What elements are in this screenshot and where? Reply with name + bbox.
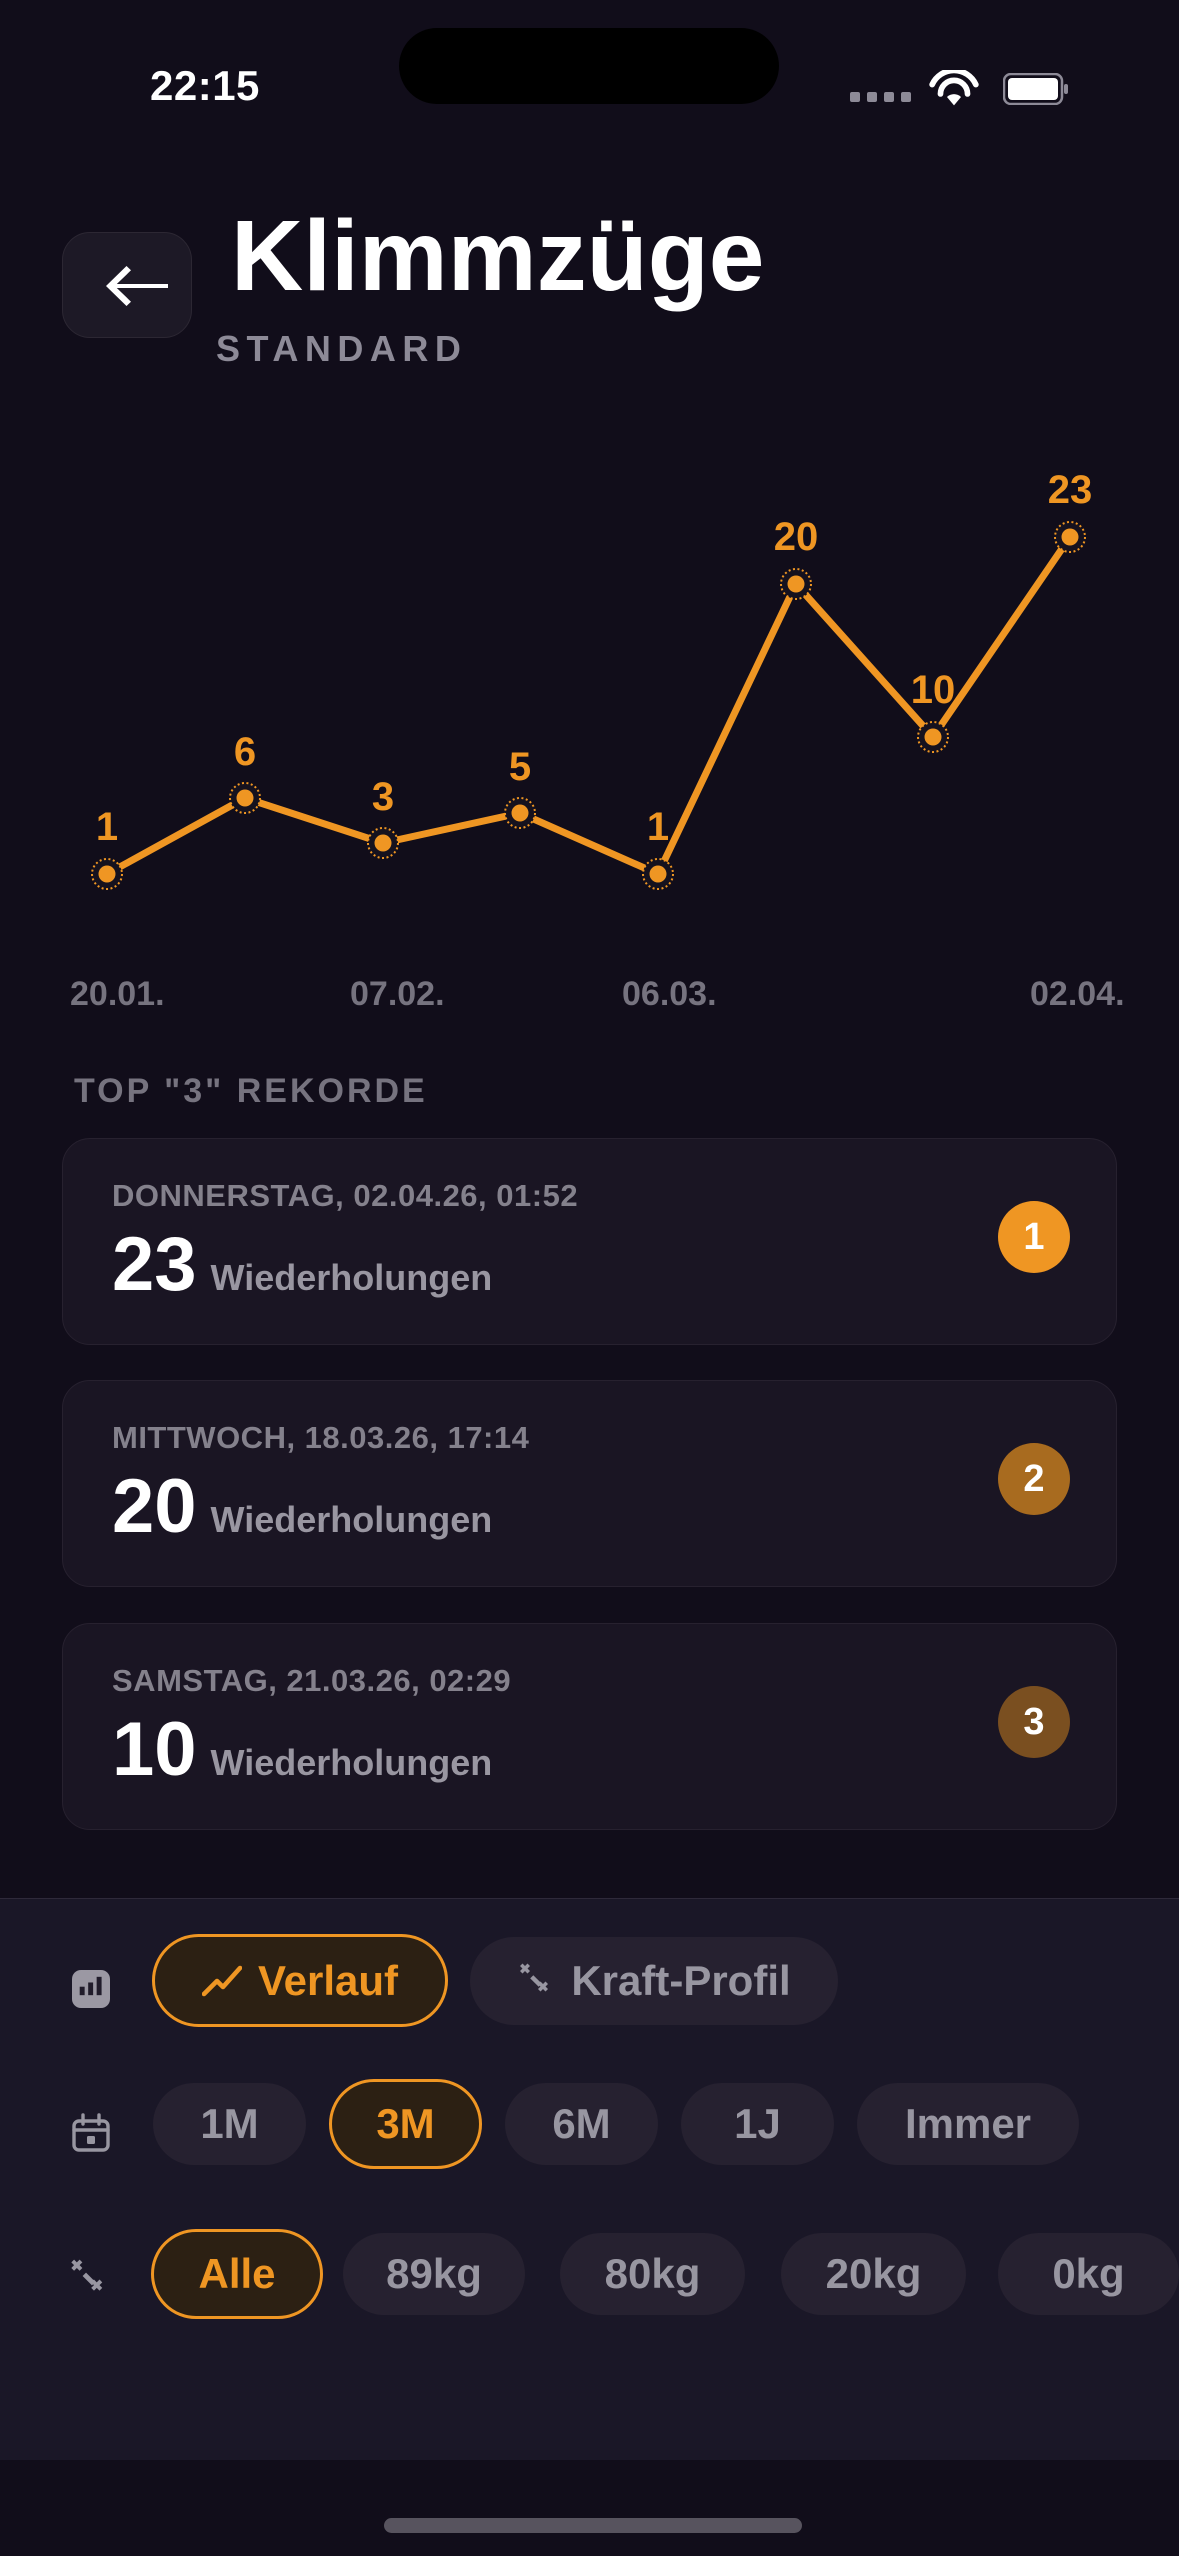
svg-text:20.01.: 20.01.	[70, 975, 165, 1013]
svg-text:07.02.: 07.02.	[350, 975, 445, 1013]
svg-text:1: 1	[647, 805, 669, 849]
svg-text:20: 20	[774, 515, 819, 559]
svg-text:3: 3	[372, 775, 394, 819]
svg-text:5: 5	[509, 745, 531, 789]
svg-text:6: 6	[234, 730, 256, 774]
svg-text:02.04.: 02.04.	[1030, 975, 1125, 1013]
svg-text:1: 1	[96, 805, 118, 849]
svg-text:10: 10	[911, 668, 956, 712]
svg-text:23: 23	[1048, 468, 1093, 512]
svg-text:06.03.: 06.03.	[622, 975, 717, 1013]
